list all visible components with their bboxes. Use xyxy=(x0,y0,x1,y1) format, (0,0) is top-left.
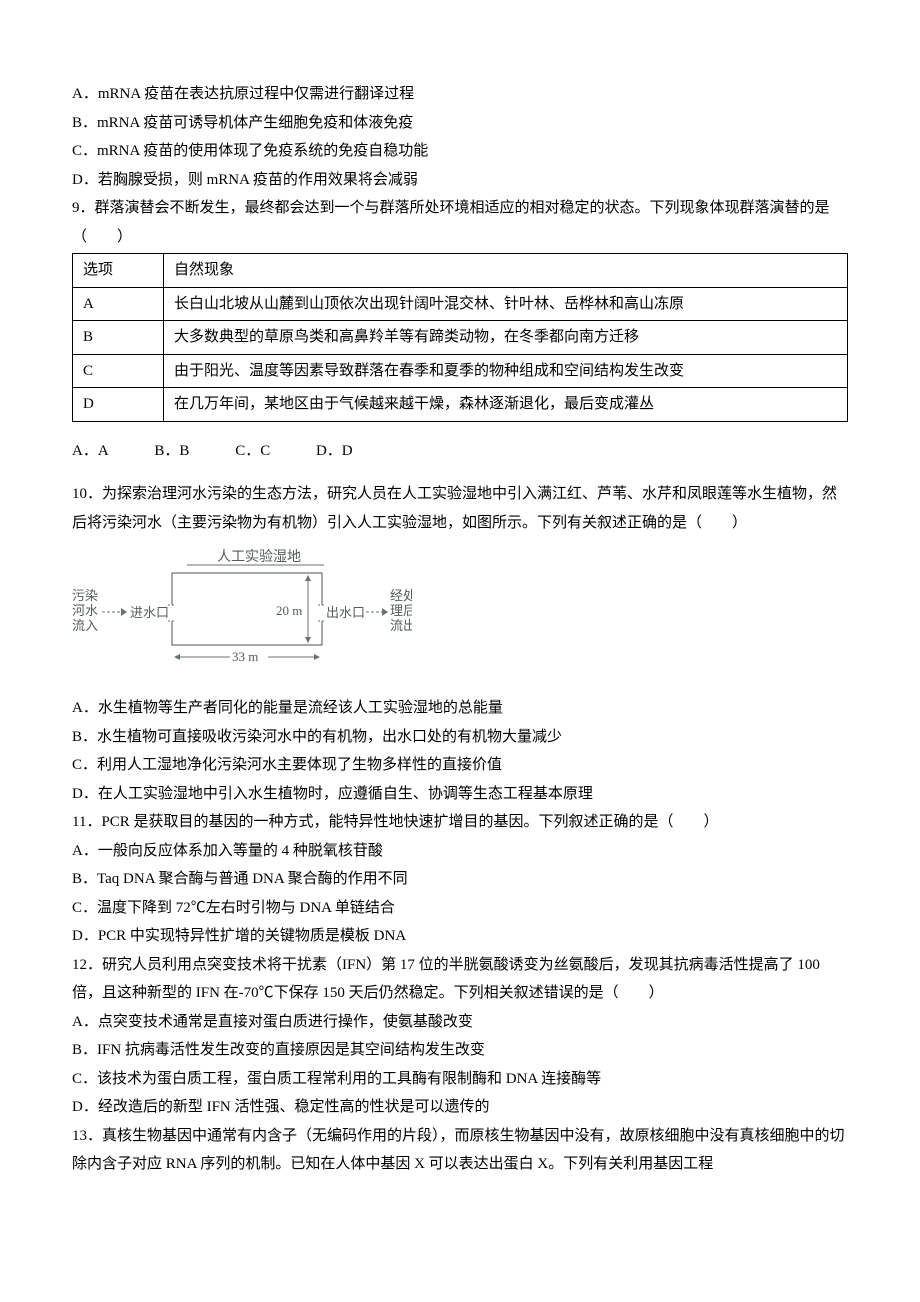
q10-option-b[interactable]: B．水生植物可直接吸收污染河水中的有机物，出水口处的有机物大量减少 xyxy=(72,723,848,752)
q10-stem: 10．为探索治理河水污染的生态方法，研究人员在人工实验湿地中引入满江红、芦苇、水… xyxy=(72,480,848,537)
table-cell: 大多数典型的草原鸟类和高鼻羚羊等有蹄类动物，在冬季都向南方迁移 xyxy=(164,321,848,355)
q9-options-row: A．A B．B C．C D．D xyxy=(72,437,848,466)
diagram-in-label: 进水口 xyxy=(130,605,169,620)
q11-option-a[interactable]: A．一般向反应体系加入等量的 4 种脱氧核苷酸 xyxy=(72,837,848,866)
table-cell: C xyxy=(73,354,164,388)
table-cell: B xyxy=(73,321,164,355)
diagram-left-label: 流入 xyxy=(72,618,98,633)
table-row: B 大多数典型的草原鸟类和高鼻羚羊等有蹄类动物，在冬季都向南方迁移 xyxy=(73,321,848,355)
diagram-left-label: 河水 xyxy=(72,603,98,618)
diagram-height-label: 20 m xyxy=(276,603,302,618)
q12-stem: 12．研究人员利用点突变技术将干扰素（IFN）第 17 位的半胱氨酸诱变为丝氨酸… xyxy=(72,951,848,1008)
q12-option-b[interactable]: B．IFN 抗病毒活性发生改变的直接原因是其空间结构发生改变 xyxy=(72,1036,848,1065)
table-row: C 由于阳光、温度等因素导致群落在春季和夏季的物种组成和空间结构发生改变 xyxy=(73,354,848,388)
q11-option-c[interactable]: C．温度下降到 72℃左右时引物与 DNA 单链结合 xyxy=(72,894,848,923)
table-cell: 由于阳光、温度等因素导致群落在春季和夏季的物种组成和空间结构发生改变 xyxy=(164,354,848,388)
diagram-right-label: 流出 xyxy=(390,618,412,633)
q9-table: 选项 自然现象 A 长白山北坡从山麓到山顶依次出现针阔叶混交林、针叶林、岳桦林和… xyxy=(72,253,848,422)
q10-option-d[interactable]: D．在人工实验湿地中引入水生植物时，应遵循自生、协调等生态工程基本原理 xyxy=(72,780,848,809)
table-row: D 在几万年间，某地区由于气候越来越干燥，森林逐渐退化，最后变成灌丛 xyxy=(73,388,848,422)
diagram-title: 人工实验湿地 xyxy=(217,549,301,565)
q12-option-c[interactable]: C．该技术为蛋白质工程，蛋白质工程常利用的工具酶有限制酶和 DNA 连接酶等 xyxy=(72,1065,848,1094)
q12-option-d[interactable]: D．经改造后的新型 IFN 活性强、稳定性高的性状是可以遗传的 xyxy=(72,1093,848,1122)
q11-option-d[interactable]: D．PCR 中实现特异性扩增的关键物质是模板 DNA xyxy=(72,922,848,951)
diagram-right-label: 经处 xyxy=(390,588,412,603)
table-cell: 在几万年间，某地区由于气候越来越干燥，森林逐渐退化，最后变成灌丛 xyxy=(164,388,848,422)
table-row: A 长白山北坡从山麓到山顶依次出现针阔叶混交林、针叶林、岳桦林和高山冻原 xyxy=(73,287,848,321)
diagram-left-label: 污染 xyxy=(72,588,98,603)
q9-stem: 9．群落演替会不断发生，最终都会达到一个与群落所处环境相适应的相对稳定的状态。下… xyxy=(72,194,848,251)
q9-option-a[interactable]: A．A xyxy=(72,437,109,466)
q10-option-c[interactable]: C．利用人工湿地净化污染河水主要体现了生物多样性的直接价值 xyxy=(72,751,848,780)
q11-option-b[interactable]: B．Taq DNA 聚合酶与普通 DNA 聚合酶的作用不同 xyxy=(72,865,848,894)
diagram-out-label: 出水口 xyxy=(326,605,365,620)
q8-option-d[interactable]: D．若胸腺受损，则 mRNA 疫苗的作用效果将会减弱 xyxy=(72,166,848,195)
table-header-phenomenon: 自然现象 xyxy=(164,254,848,288)
table-cell: A xyxy=(73,287,164,321)
table-header-option: 选项 xyxy=(73,254,164,288)
table-row: 选项 自然现象 xyxy=(73,254,848,288)
q10-diagram: 人工实验湿地 污染 河水 流入 进水口 20 m 出水口 经处 理后 流出 xyxy=(72,545,848,680)
q8-option-b[interactable]: B．mRNA 疫苗可诱导机体产生细胞免疫和体液免疫 xyxy=(72,109,848,138)
diagram-right-label: 理后 xyxy=(390,603,412,618)
q12-option-a[interactable]: A．点突变技术通常是直接对蛋白质进行操作，使氨基酸改变 xyxy=(72,1008,848,1037)
q13-stem: 13．真核生物基因中通常有内含子（无编码作用的片段），而原核生物基因中没有，故原… xyxy=(72,1122,848,1179)
q11-stem: 11．PCR 是获取目的基因的一种方式，能特异性地快速扩增目的基因。下列叙述正确… xyxy=(72,808,848,837)
table-cell: 长白山北坡从山麓到山顶依次出现针阔叶混交林、针叶林、岳桦林和高山冻原 xyxy=(164,287,848,321)
q10-option-a[interactable]: A．水生植物等生产者同化的能量是流经该人工实验湿地的总能量 xyxy=(72,694,848,723)
q9-option-c[interactable]: C．C xyxy=(235,437,270,466)
q8-option-a[interactable]: A．mRNA 疫苗在表达抗原过程中仅需进行翻译过程 xyxy=(72,80,848,109)
q9-option-d[interactable]: D．D xyxy=(316,437,353,466)
q8-option-c[interactable]: C．mRNA 疫苗的使用体现了免疫系统的免疫自稳功能 xyxy=(72,137,848,166)
q9-option-b[interactable]: B．B xyxy=(154,437,189,466)
table-cell: D xyxy=(73,388,164,422)
diagram-width-label: 33 m xyxy=(232,649,258,664)
